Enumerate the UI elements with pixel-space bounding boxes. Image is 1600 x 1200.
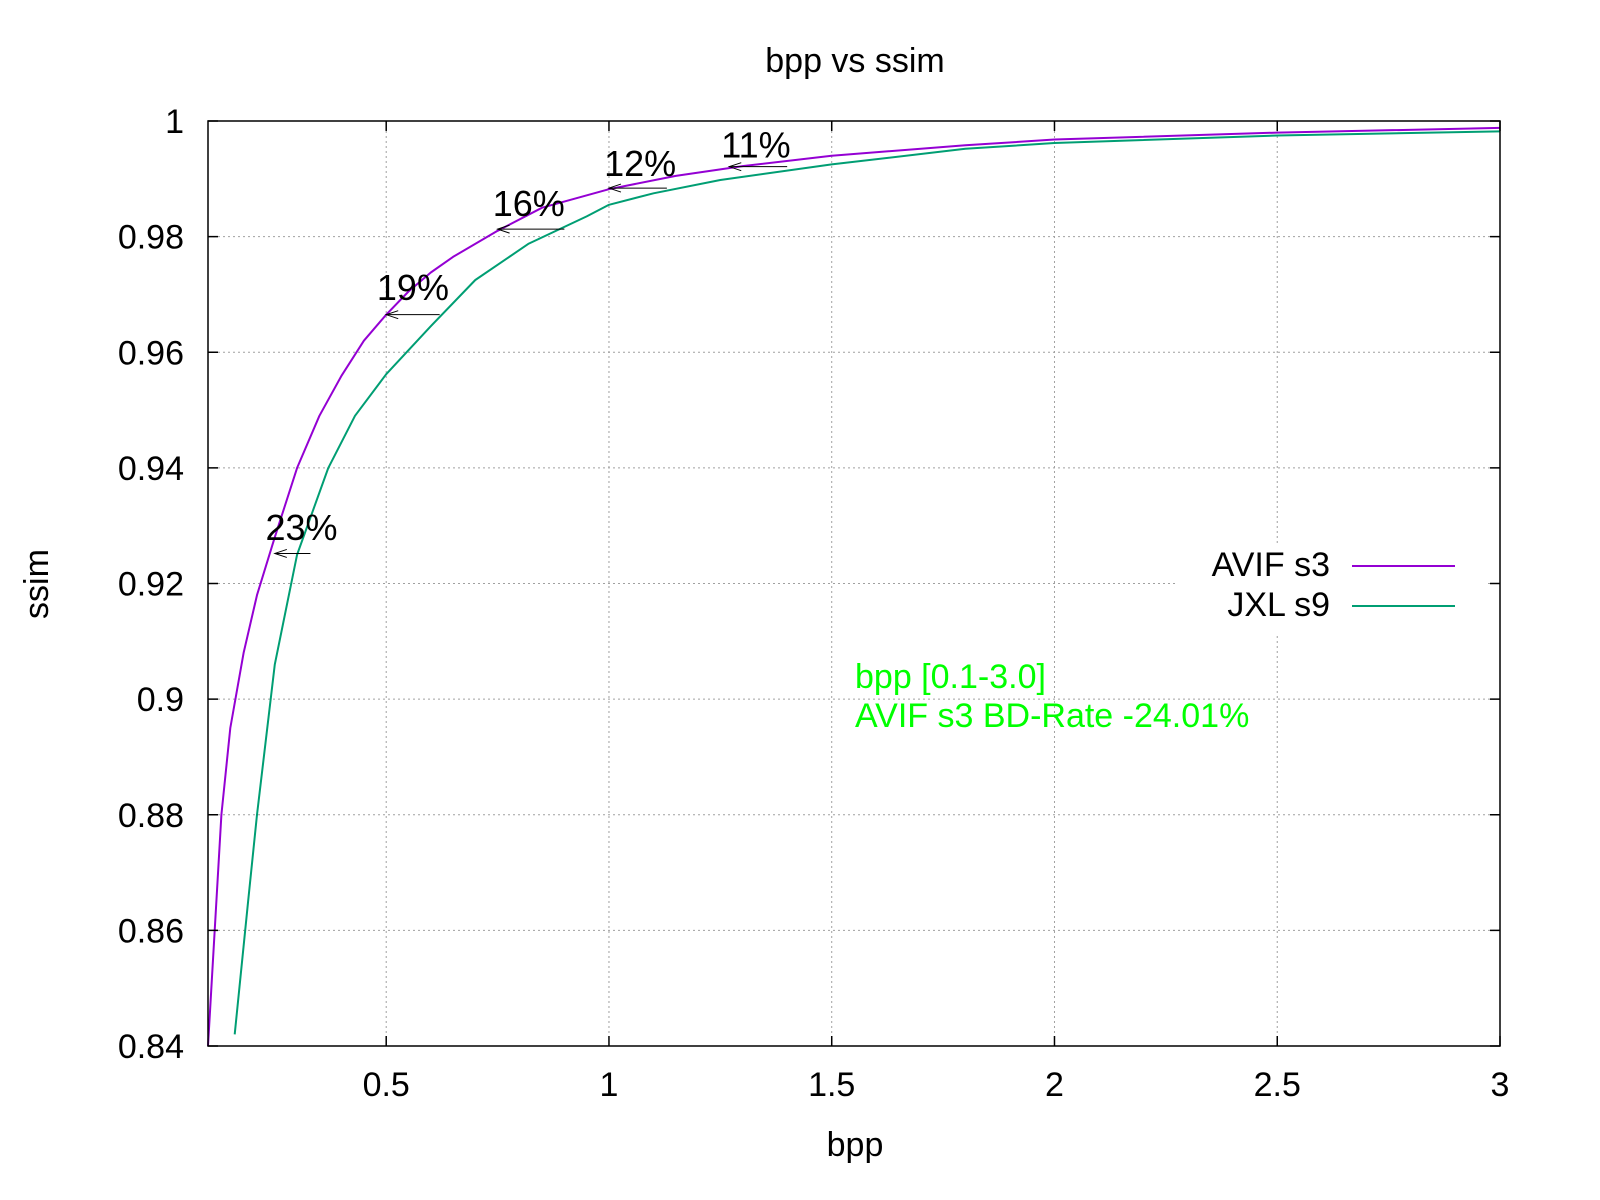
x-tick-label: 0.5 <box>363 1066 410 1104</box>
y-tick-label: 0.86 <box>118 912 184 950</box>
y-tick-label: 0.84 <box>118 1028 184 1066</box>
bd-rate-note: bpp [0.1-3.0] AVIF s3 BD-Rate -24.01% <box>855 658 1249 735</box>
y-tick-label: 0.88 <box>118 797 184 835</box>
y-tick-label: 0.94 <box>118 450 184 488</box>
series-line-jxl <box>233 130 1501 1035</box>
annotation-arrowhead <box>273 548 287 558</box>
y-tick-label: 0.92 <box>118 566 184 604</box>
legend-label-avif: AVIF s3 <box>1212 546 1330 584</box>
legend-label-jxl: JXL s9 <box>1227 586 1330 624</box>
legend-background <box>1175 545 1485 635</box>
annotation-arrowhead <box>384 310 399 320</box>
y-tick-label: 0.98 <box>118 219 184 257</box>
y-tick-label: 1 <box>165 103 184 141</box>
annotation-arrowhead <box>496 224 510 234</box>
x-axis-title: bpp <box>827 1126 884 1164</box>
legend: AVIF s3 JXL s9 <box>1175 545 1485 635</box>
annotation-label: 16% <box>493 183 565 224</box>
series-line-avif <box>207 126 1501 1047</box>
annotation-label: 23% <box>266 507 338 548</box>
y-axis-title: ssim <box>18 549 56 619</box>
y-tick-label: 0.96 <box>118 334 184 372</box>
annotation-arrowhead <box>607 183 622 193</box>
x-tick-label: 1.5 <box>808 1066 855 1104</box>
chart-title: bpp vs ssim <box>765 42 945 80</box>
note-line-range: bpp [0.1-3.0] <box>855 658 1046 696</box>
x-tick-label: 1 <box>600 1066 619 1104</box>
series-layer <box>207 126 1501 1047</box>
note-line-bd-rate: AVIF s3 BD-Rate -24.01% <box>855 697 1249 735</box>
x-tick-label: 2 <box>1045 1066 1064 1104</box>
x-tick-label: 2.5 <box>1254 1066 1301 1104</box>
y-tick-label: 0.9 <box>137 681 184 719</box>
x-tick-label: 3 <box>1491 1066 1510 1104</box>
annotation-label: 11% <box>721 124 790 165</box>
annotation-arrowhead <box>727 162 742 172</box>
annotations: 23% 19% 16% 12% 11% <box>266 124 791 558</box>
ticks: 0.5 1 1.5 2 2.5 3 0.84 0.86 0.88 0.9 0.92 0.94 0.96 0… <box>118 103 1510 1104</box>
annotation-label: 12% <box>604 143 676 184</box>
annotation-label: 19% <box>377 267 449 308</box>
